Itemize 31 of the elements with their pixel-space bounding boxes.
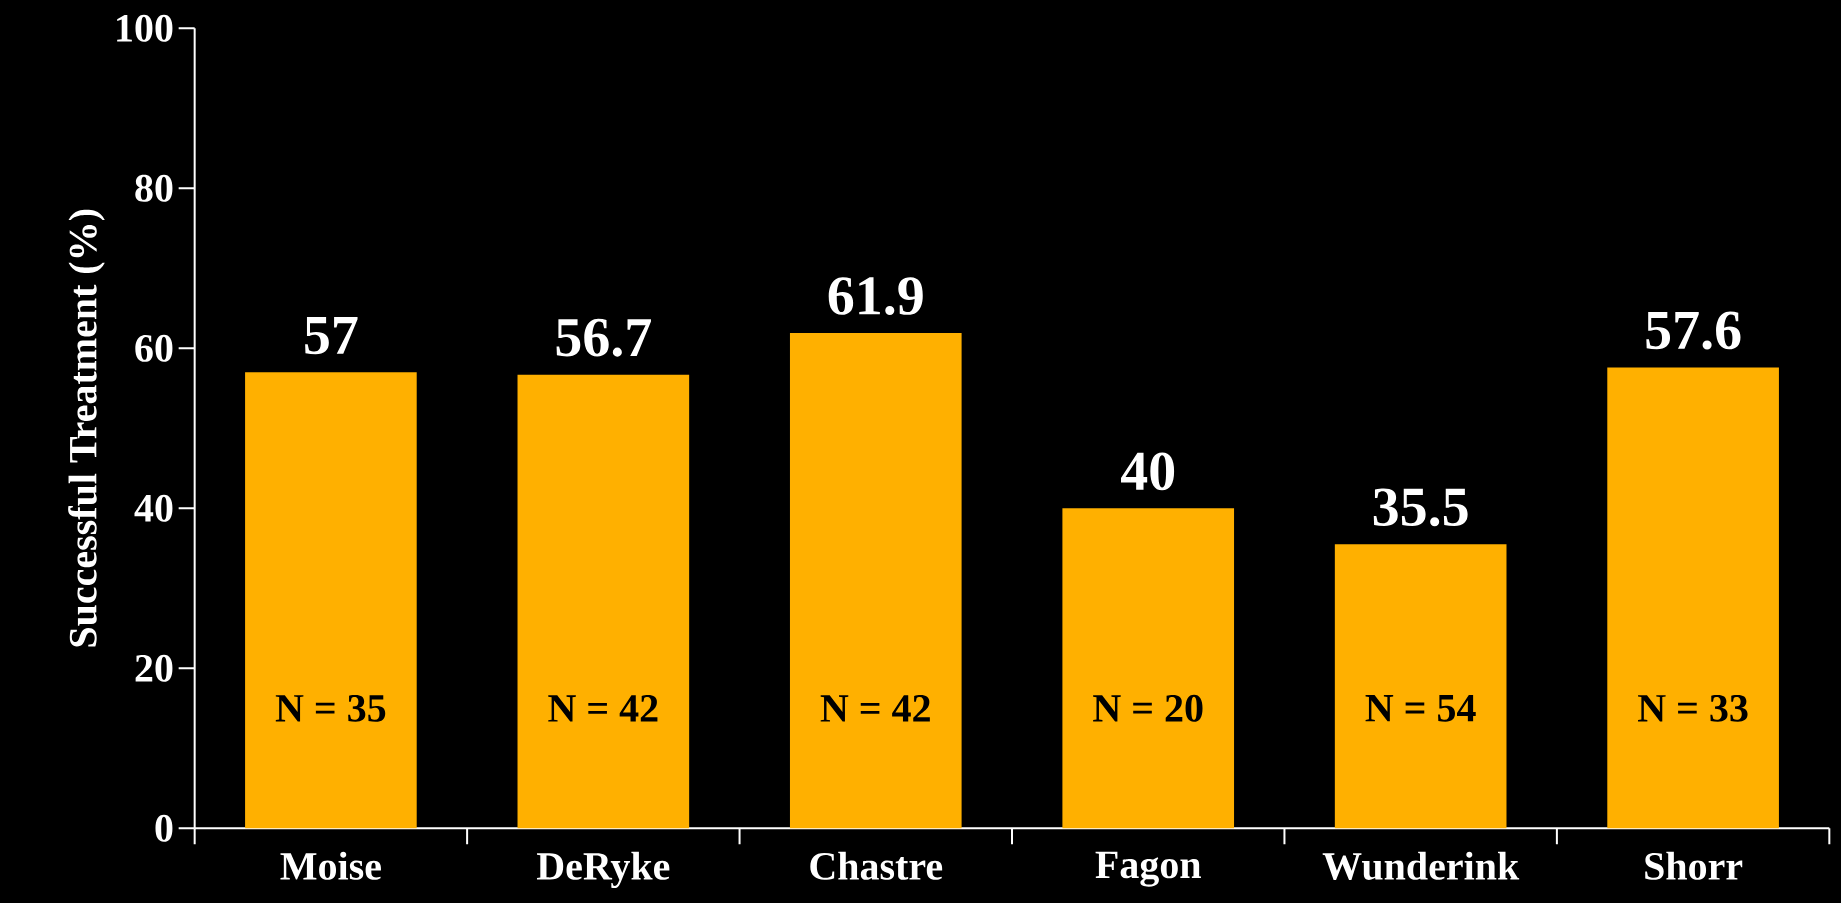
x-tick-label: Chastre	[810, 851, 943, 880]
annotation: N = 20	[1093, 694, 1203, 722]
data-label: 61.9	[828, 277, 923, 316]
annotation: N = 54	[1365, 694, 1476, 722]
x-tick-label: Shorr	[1645, 851, 1743, 880]
annotation: N = 33	[1638, 694, 1748, 722]
y-tick-label: 100	[117, 14, 173, 42]
y-axis-title: Successful Treatment (%)	[68, 209, 105, 647]
data-label: 57.6	[1646, 311, 1741, 350]
bar	[245, 372, 417, 829]
annotation: N = 35	[275, 694, 386, 722]
bar	[1062, 508, 1235, 829]
y-tick-label: 80	[135, 174, 173, 202]
y-tick-label: 40	[134, 494, 173, 522]
bar	[517, 374, 690, 829]
annotation: N = 42	[548, 695, 658, 722]
bar	[1334, 544, 1507, 829]
x-tick-label: DeRyke	[536, 851, 670, 889]
y-tick-label: 20	[135, 654, 173, 682]
x-tick-label: Fagon	[1095, 851, 1201, 887]
y-tick-label: 0	[155, 814, 173, 842]
x-tick-label: Wunderink	[1322, 851, 1520, 881]
bar	[789, 333, 962, 829]
data-label: 57	[305, 317, 358, 355]
x-tick-label: Moise	[280, 851, 381, 880]
data-label: 35.5	[1373, 488, 1468, 527]
y-tick-label: 60	[135, 334, 173, 362]
bar	[1607, 367, 1779, 829]
annotation: N = 42	[820, 695, 930, 722]
data-label: 40	[1121, 452, 1175, 491]
data-label: 56.7	[556, 318, 651, 357]
